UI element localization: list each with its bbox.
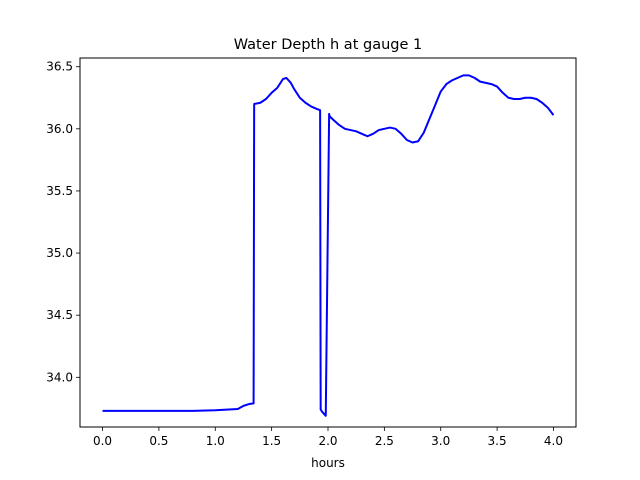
y-tick-label: 35.5 bbox=[46, 184, 73, 198]
x-tick-label: 2.5 bbox=[375, 434, 394, 448]
x-tick-label: 3.5 bbox=[488, 434, 507, 448]
x-tick-label: 4.0 bbox=[544, 434, 563, 448]
y-axis: 34.0 34.5 35.0 35.5 36.0 36.5 bbox=[46, 60, 80, 384]
y-tick-label: 34.0 bbox=[46, 370, 73, 384]
x-tick-label: 0.0 bbox=[93, 434, 112, 448]
x-tick-label: 0.5 bbox=[149, 434, 168, 448]
x-tick-label: 1.0 bbox=[206, 434, 225, 448]
x-axis-label: hours bbox=[311, 456, 345, 470]
series-line bbox=[102, 74, 555, 417]
x-tick-label: 1.5 bbox=[262, 434, 281, 448]
y-tick-label: 36.5 bbox=[46, 60, 73, 74]
x-axis: 0.0 0.5 1.0 1.5 2.0 2.5 3.0 3.5 4.0 bbox=[93, 427, 563, 448]
y-tick-label: 36.0 bbox=[46, 122, 73, 136]
series-layer bbox=[102, 74, 555, 417]
y-tick-label: 34.5 bbox=[46, 308, 73, 322]
y-tick-label: 35.0 bbox=[46, 246, 73, 260]
chart-title: Water Depth h at gauge 1 bbox=[234, 37, 422, 53]
x-tick-label: 2.0 bbox=[318, 434, 337, 448]
x-tick-label: 3.0 bbox=[431, 434, 450, 448]
